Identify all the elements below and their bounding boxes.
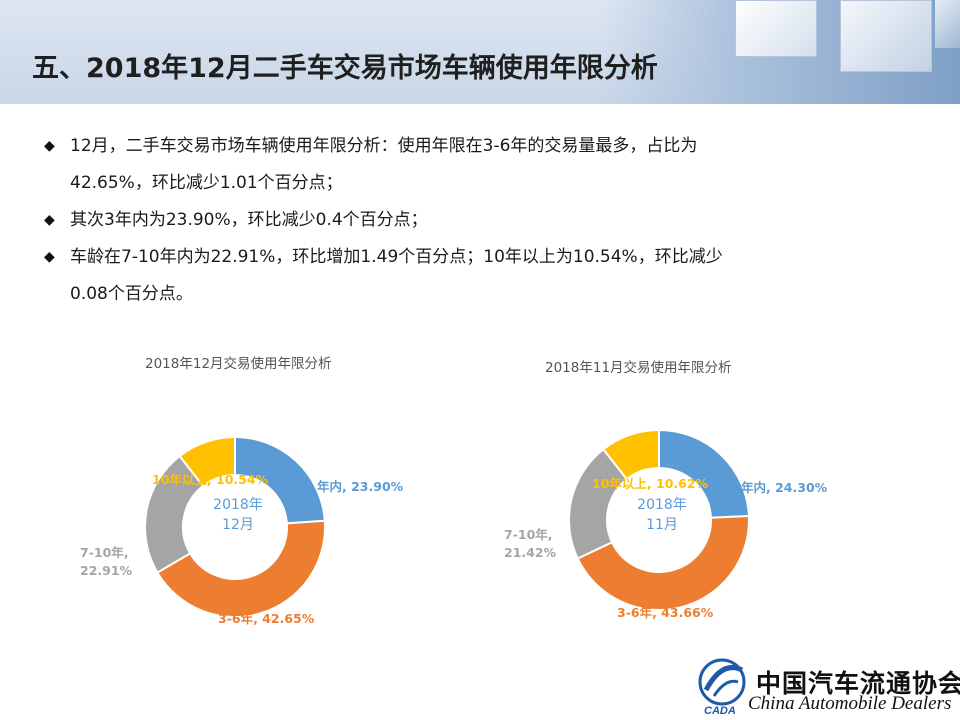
- diamond-bullet-icon: ◆: [44, 138, 55, 154]
- bullet-continuation: 0.08个百分点。: [44, 276, 924, 313]
- bullet-continuation: 42.65%，环比减少1.01个百分点；: [44, 165, 924, 202]
- slice-data-label: 10年以上, 10.62%: [592, 476, 709, 491]
- slice-data-label: 年内, 23.90%: [317, 479, 404, 494]
- slice-data-label: 21.42%: [504, 545, 557, 560]
- donut-slice: [156, 519, 326, 618]
- donut-slice: [234, 435, 326, 525]
- donut-center-label: 2018年: [213, 497, 263, 513]
- logo-text: CADA: [704, 705, 736, 717]
- slice-data-label: 7-10年,: [504, 527, 553, 542]
- bullet-text: 42.65%，环比减少1.01个百分点；: [70, 173, 343, 193]
- slice-data-label: 年内, 24.30%: [741, 480, 828, 495]
- chart-title-dec: 2018年12月交易使用年限分析: [145, 356, 332, 372]
- bullet-item: ◆ 12月，二手车交易市场车辆使用年限分析：使用年限在3-6年的交易量最多，占比…: [44, 128, 924, 165]
- bullet-text: 其次3年内为23.90%，环比减少0.4个百分点；: [70, 210, 428, 230]
- diamond-bullet-icon: ◆: [44, 249, 55, 265]
- page-title: 五、2018年12月二手车交易市场车辆使用年限分析: [32, 53, 658, 84]
- slice-data-label: 3-6年, 42.65%: [218, 611, 315, 626]
- donut-slice: [601, 428, 660, 481]
- slice-data-label: 10年以上, 10.54%: [152, 472, 269, 487]
- donut-slice: [178, 435, 236, 488]
- header-cube-decoration: [935, 0, 960, 48]
- slice-data-label: 22.91%: [80, 563, 133, 578]
- bullet-item: ◆ 车龄在7-10年内为22.91%，环比增加1.49个百分点；10年以上为10…: [44, 239, 924, 276]
- diamond-bullet-icon: ◆: [44, 212, 55, 228]
- bullet-text: 车龄在7-10年内为22.91%，环比增加1.49个百分点；10年以上为10.5…: [70, 247, 723, 267]
- donut-center-label: 12月: [222, 517, 254, 533]
- summary-bullets: ◆ 12月，二手车交易市场车辆使用年限分析：使用年限在3-6年的交易量最多，占比…: [44, 128, 924, 313]
- donut-center-label: 11月: [646, 517, 678, 533]
- donut-center-label: 2018年: [637, 497, 687, 513]
- slice-data-label: 3-6年, 43.66%: [617, 605, 714, 620]
- bullet-text: 0.08个百分点。: [70, 284, 193, 304]
- donut-slice: [576, 514, 750, 611]
- bullet-text: 12月，二手车交易市场车辆使用年限分析：使用年限在3-6年的交易量最多，占比为: [70, 136, 698, 156]
- header-banner: [0, 0, 960, 104]
- slice-data-label: 7-10年,: [80, 545, 129, 560]
- header-cube-decoration: [735, 0, 817, 57]
- org-name-en: China Automobile Dealers: [748, 693, 952, 714]
- header-cube-decoration: [840, 0, 932, 72]
- cada-logo-icon: CADA: [698, 658, 746, 717]
- bullet-item: ◆ 其次3年内为23.90%，环比减少0.4个百分点；: [44, 202, 924, 239]
- chart-title-nov: 2018年11月交易使用年限分析: [545, 360, 732, 376]
- org-name-cn: 中国汽车流通协会: [756, 669, 960, 698]
